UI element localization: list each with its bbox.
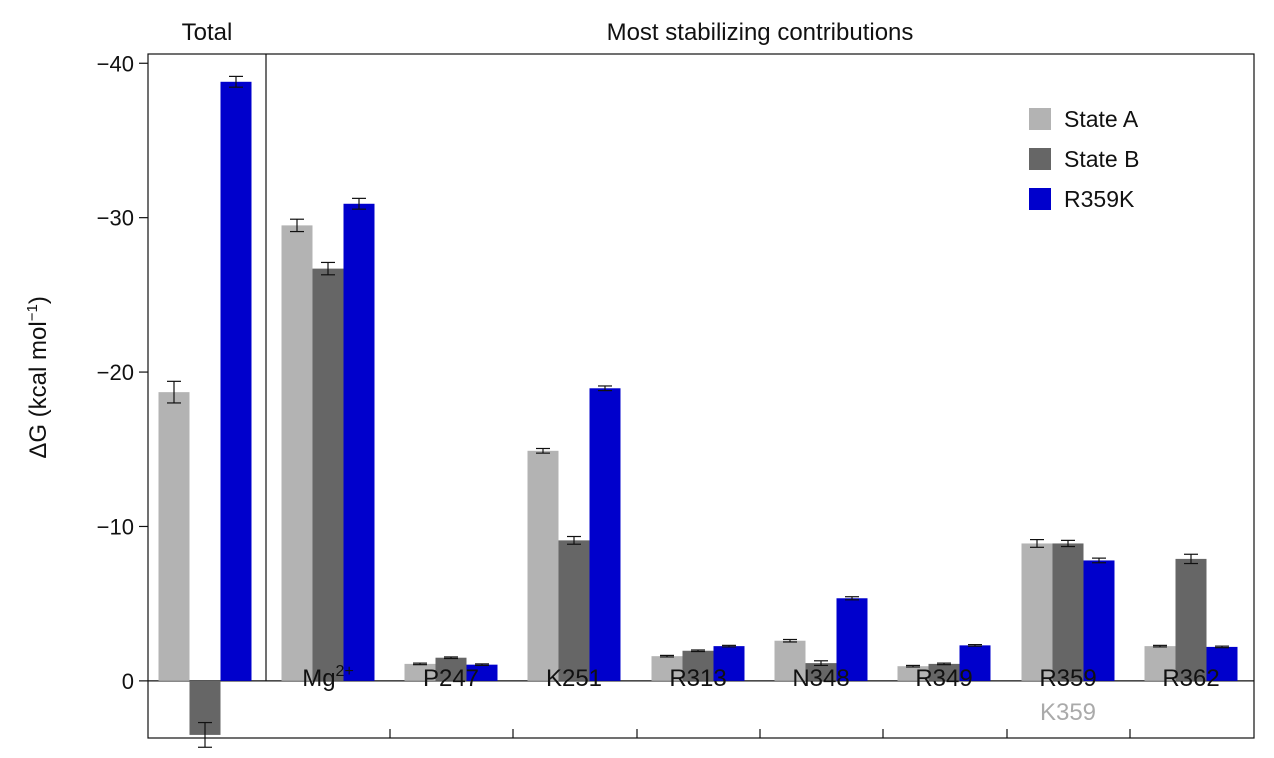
y-tick-label: 0 — [122, 669, 134, 694]
bar-state-a-r362 — [1144, 646, 1176, 681]
bar-state-a-mg2+ — [281, 225, 313, 681]
legend-swatch — [1029, 148, 1051, 170]
bar-r359k-r362 — [1206, 646, 1238, 681]
bar-r359k-total — [220, 81, 252, 681]
legend-label: State A — [1064, 106, 1139, 132]
bar-state-a-total — [158, 392, 190, 681]
bar-state-b-r313 — [682, 650, 714, 681]
bar-r359k-n348 — [836, 598, 868, 681]
bar-state-b-k251 — [558, 540, 590, 681]
legend-swatch — [1029, 188, 1051, 210]
bar-r359k-p247 — [466, 664, 498, 681]
bar-state-b-n348 — [805, 663, 837, 681]
bar-state-a-k251 — [527, 450, 559, 681]
category-label: K251 — [546, 665, 602, 692]
category-label: R362 — [1162, 665, 1219, 692]
category-label: Mg2+ — [302, 663, 354, 692]
legend-label: R359K — [1064, 186, 1135, 212]
bar-r359k-r359 — [1083, 560, 1115, 681]
bar-state-b-r359 — [1052, 543, 1084, 681]
y-axis-title: ΔG (kcal mol−1) — [24, 296, 52, 459]
bar-state-b-mg2+ — [312, 268, 344, 681]
bar-state-a-r359 — [1021, 543, 1053, 681]
bar-state-b-r349 — [928, 663, 960, 681]
y-tick-label: −40 — [97, 51, 134, 76]
legend-label: State B — [1064, 146, 1139, 172]
y-tick-label: −30 — [97, 206, 134, 231]
category-sublabel: K359 — [1040, 699, 1096, 726]
category-label: R349 — [915, 665, 972, 692]
bar-r359k-r313 — [713, 646, 745, 681]
y-tick-label: −10 — [97, 514, 134, 539]
bar-r359k-k251 — [589, 388, 621, 681]
category-label: N348 — [792, 665, 849, 692]
y-tick-label: −20 — [97, 360, 134, 385]
plot-frame — [147, 53, 1255, 739]
category-label: P247 — [423, 665, 479, 692]
bar-state-a-p247 — [404, 663, 436, 681]
bar-state-b-p247 — [435, 657, 467, 681]
legend-swatch — [1029, 108, 1051, 130]
category-label: R313 — [669, 665, 726, 692]
panel-title-contributions: Most stabilizing contributions — [607, 19, 914, 46]
bar-state-b-r362 — [1175, 558, 1207, 681]
bar-state-a-r313 — [651, 656, 683, 681]
category-label: R359 — [1039, 665, 1096, 692]
bar-state-a-n348 — [774, 640, 806, 681]
bar-r359k-mg2+ — [343, 203, 375, 681]
panel-title-total: Total — [182, 19, 233, 46]
bar-r359k-r349 — [959, 645, 991, 681]
bar-state-a-r349 — [897, 666, 929, 681]
